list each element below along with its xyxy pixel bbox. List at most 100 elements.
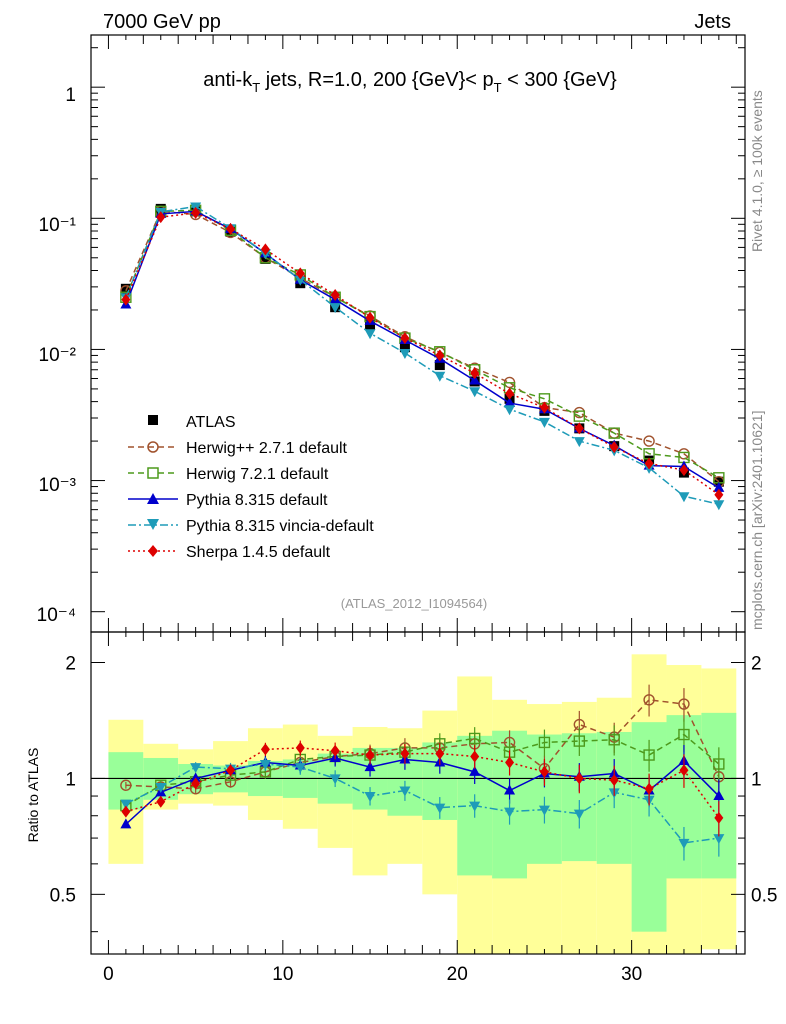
- ratio-point-herwigpp: [678, 698, 690, 710]
- ratio-point-vincia: [190, 763, 202, 774]
- ratio-point-pythia: [364, 761, 376, 772]
- ratio-point-vincia: [364, 792, 376, 803]
- main-point-vincia: [399, 348, 411, 359]
- legend-entry-herwigpp: Herwig++ 2.7.1 default: [128, 440, 348, 457]
- legend-label-pythia: Pythia 8.315 default: [186, 492, 328, 509]
- ratio-point-sherpa: [121, 805, 131, 818]
- legend-marker-herwig7: [147, 467, 159, 479]
- ratio-point-herwig7: [468, 732, 481, 745]
- main-axis-ticks: [91, 35, 745, 632]
- ratio-point-pythia: [504, 784, 516, 795]
- ratio-point-herwig7: [678, 728, 690, 741]
- ratio-point-vincia: [120, 799, 132, 810]
- main-point-sherpa: [365, 311, 375, 324]
- legend-label-herwig7: Herwig 7.2.1 default: [186, 466, 329, 483]
- analysis-watermark: (ATLAS_2012_I1094564): [341, 596, 487, 611]
- ratio-y-tick-label: 2: [65, 653, 76, 674]
- ratio-y-tick-label-right: 1: [751, 769, 762, 790]
- ratio-point-sherpa: [714, 811, 724, 824]
- y-tick-label-1e-2: 10⁻²: [39, 345, 77, 366]
- main-series-layer: [120, 202, 725, 511]
- ratio-point-herwig7: [538, 736, 551, 749]
- main-point-sherpa: [156, 211, 166, 224]
- legend-marker-atlas: [148, 415, 158, 425]
- ratio-line-pythia: [125, 757, 720, 825]
- main-point-sherpa: [191, 206, 201, 219]
- main-point-sherpa: [400, 332, 410, 345]
- ratio-point-vincia: [573, 809, 585, 820]
- y-tick-label-1e-1: 10⁻¹: [39, 215, 77, 236]
- ratio-line-vincia: [125, 763, 719, 844]
- main-point-sherpa: [644, 457, 654, 470]
- legend-label-atlas: ATLAS: [186, 414, 236, 431]
- main-point-atlas: [434, 360, 445, 371]
- ratio-line-herwig7: [125, 733, 720, 807]
- legend-label-vincia: Pythia 8.315 vincia-default: [186, 518, 374, 535]
- legend-entry-atlas: ATLAS: [148, 414, 236, 431]
- ratio-point-sherpa: [644, 782, 654, 795]
- main-frame: [90, 34, 746, 633]
- main-point-herwig7: [643, 448, 655, 460]
- y-tick-label-1e-3: 10⁻³: [39, 475, 77, 496]
- legend-entry-vincia: Pythia 8.315 vincia-default: [128, 518, 374, 535]
- ratio-panel: 0.5 0.51 12 20 10 20 30 Ratio to ATLAS: [25, 631, 777, 985]
- legend-entry-sherpa: Sherpa 1.4.5 default: [128, 544, 331, 561]
- ratio-point-pythia: [713, 790, 725, 801]
- ratio-point-pythia: [190, 772, 202, 783]
- main-point-sherpa: [330, 289, 340, 302]
- main-point-sherpa: [679, 464, 689, 477]
- main-point-sherpa: [121, 293, 131, 306]
- x-tick-label: 20: [447, 964, 468, 985]
- main-point-atlas: [399, 342, 410, 353]
- main-point-vincia: [434, 371, 446, 382]
- main-point-herwigpp: [643, 435, 655, 447]
- ratio-point-sherpa: [365, 749, 375, 762]
- main-point-sherpa: [609, 441, 619, 454]
- main-point-herwig7: [713, 472, 725, 484]
- ratio-point-vincia: [294, 763, 306, 774]
- rivet-version-label: Rivet 4.1.0, ≥ 100k events: [749, 90, 765, 252]
- ratio-point-sherpa: [574, 772, 584, 785]
- ratio-point-vincia: [469, 801, 481, 812]
- legend-label-herwigpp: Herwig++ 2.7.1 default: [186, 440, 348, 457]
- ratio-point-sherpa: [226, 764, 236, 777]
- ratio-point-herwig7: [713, 758, 725, 770]
- x-tick-label: 0: [103, 964, 114, 985]
- legend-marker-vincia: [147, 519, 159, 530]
- ratio-point-sherpa: [679, 764, 689, 777]
- ratio-line-sherpa: [125, 747, 720, 819]
- main-point-herwig7: [573, 410, 586, 422]
- plot-title: anti-kT jets, R=1.0, 200 {GeV}< pT < 300…: [203, 69, 617, 95]
- main-point-vincia: [504, 405, 516, 416]
- main-point-vincia: [573, 437, 585, 448]
- main-point-vincia: [469, 387, 481, 398]
- legend-marker-herwigpp: [147, 441, 159, 453]
- mcplots-label: mcplots.cern.ch [arXiv:2401.10621]: [749, 411, 765, 630]
- ratio-y-tick-label-right: 2: [751, 653, 762, 674]
- main-point-sherpa: [470, 367, 480, 380]
- ratio-point-herwig7: [608, 734, 620, 746]
- main-point-vincia: [364, 329, 376, 340]
- main-point-sherpa: [295, 267, 305, 280]
- main-panel: (ATLAS_2012_I1094564) anti-kT jets, R=1.…: [37, 34, 746, 633]
- ratio-point-herwig7: [573, 735, 586, 747]
- x-tick-label: 10: [272, 964, 293, 985]
- legend-marker-pythia: [147, 493, 159, 504]
- ratio-point-vincia: [329, 774, 341, 785]
- main-point-vincia: [294, 275, 306, 286]
- ratio-point-sherpa: [609, 774, 619, 787]
- header-energy-label: 7000 GeV pp: [103, 11, 221, 33]
- x-tick-label: 30: [621, 964, 642, 985]
- ratio-point-pythia: [120, 818, 132, 829]
- ratio-point-herwig7: [643, 749, 655, 761]
- ratio-series-layer: [120, 684, 725, 861]
- ratio-point-sherpa: [470, 750, 480, 763]
- ratio-point-sherpa: [156, 795, 166, 808]
- main-point-sherpa: [435, 349, 445, 362]
- ratio-point-sherpa: [260, 743, 270, 756]
- main-point-vincia: [329, 303, 341, 314]
- ratio-point-herwigpp: [643, 694, 655, 706]
- ratio-point-sherpa: [539, 765, 549, 778]
- main-point-sherpa: [574, 422, 584, 435]
